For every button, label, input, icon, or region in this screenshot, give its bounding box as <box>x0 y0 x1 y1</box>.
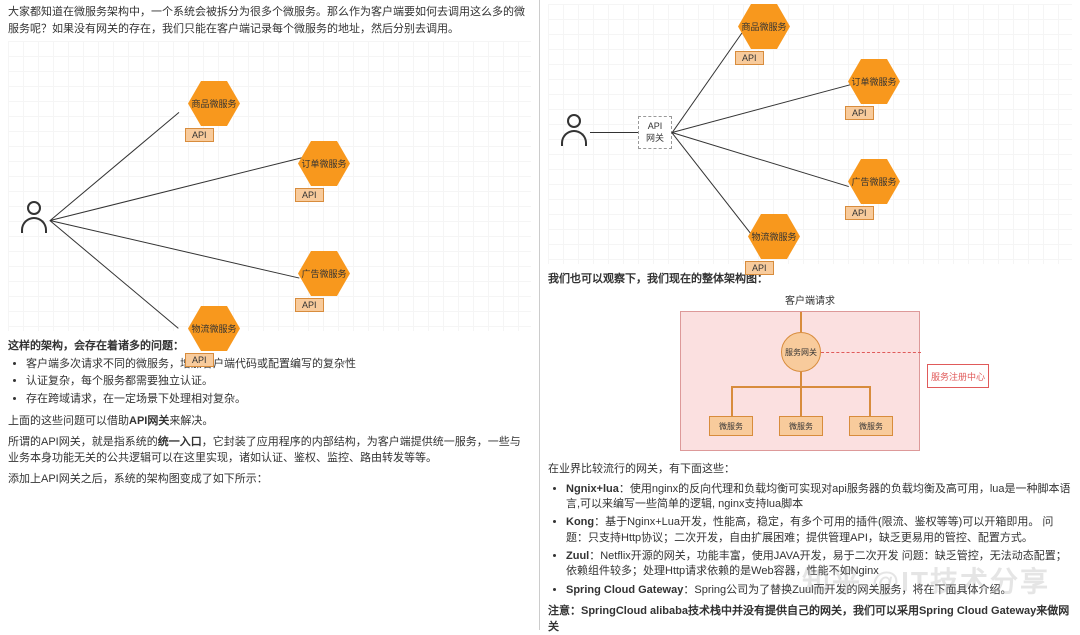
microservice-box: 微服务 <box>709 416 753 436</box>
user-icon <box>18 201 50 239</box>
service-hex: 广告微服务 <box>848 159 900 204</box>
api-tag: API <box>745 261 774 275</box>
api-tag: API <box>735 51 764 65</box>
api-tag: API <box>185 353 214 367</box>
gateways-heading: 在业界比较流行的网关，有下面这些： <box>548 461 1072 478</box>
intro-text: 大家都知道在微服务架构中，一个系统会被拆分为很多个微服务。那么作为客户端要如何去… <box>8 4 531 37</box>
api-tag: API <box>845 106 874 120</box>
architecture-diagram: 客户端请求 服务网关 微服务 微服务 微服务 服务注册中心 <box>660 292 960 451</box>
gateway-box: API网关 <box>638 116 672 149</box>
list-item: 客户端多次请求不同的微服务，增加客户端代码或配置编写的复杂性 <box>26 357 531 372</box>
problems-list: 客户端多次请求不同的微服务，增加客户端代码或配置编写的复杂性 认证复杂，每个服务… <box>26 357 531 407</box>
arch-heading: 我们也可以观察下，我们现在的整体架构图： <box>548 270 1072 286</box>
service-hex: 订单微服务 <box>298 141 350 186</box>
paragraph: 上面的这些问题可以借助API网关来解决。 <box>8 413 531 430</box>
service-hex: 订单微服务 <box>848 59 900 104</box>
problems-heading: 这样的架构，会存在着诸多的问题： <box>8 337 531 353</box>
service-hex: 物流微服务 <box>748 214 800 259</box>
microservice-box: 微服务 <box>779 416 823 436</box>
list-item: Spring Cloud Gateway：Spring公司为了替换Zuul而开发… <box>566 583 1072 598</box>
diagram-with-gateway: API网关 商品微服务 API 订单微服务 API 广告微服务 API 物流微服… <box>548 4 1072 264</box>
gateways-list: Ngnix+lua：使用nginx的反向代理和负载均衡可实现对api服务器的负载… <box>566 482 1072 599</box>
registry-box: 服务注册中心 <box>927 364 989 388</box>
user-icon <box>558 114 590 152</box>
pink-container: 服务网关 微服务 微服务 微服务 服务注册中心 <box>680 311 920 451</box>
gateway-circle: 服务网关 <box>781 332 821 372</box>
list-item: Ngnix+lua：使用nginx的反向代理和负载均衡可实现对api服务器的负载… <box>566 482 1072 513</box>
list-item: 认证复杂，每个服务都需要独立认证。 <box>26 374 531 389</box>
list-item: 存在跨域请求，在一定场景下处理相对复杂。 <box>26 392 531 407</box>
client-label: 客户端请求 <box>660 292 960 307</box>
microservice-box: 微服务 <box>849 416 893 436</box>
service-hex: 商品微服务 <box>738 4 790 49</box>
paragraph: 添加上API网关之后，系统的架构图变成了如下所示： <box>8 471 531 488</box>
list-item: Zuul：Netflix开源的网关，功能丰富，使用JAVA开发，易于二次开发 问… <box>566 549 1072 580</box>
api-tag: API <box>845 206 874 220</box>
note-text: 注意：SpringCloud alibaba技术栈中并没有提供自己的网关，我们可… <box>548 604 1072 635</box>
api-tag: API <box>295 298 324 312</box>
api-tag: API <box>185 128 214 142</box>
service-hex: 广告微服务 <box>298 251 350 296</box>
diagram-no-gateway: 商品微服务 API 订单微服务 API 广告微服务 API 物流微服务 API <box>8 41 531 331</box>
service-hex: 商品微服务 <box>188 81 240 126</box>
api-tag: API <box>295 188 324 202</box>
list-item: Kong：基于Nginx+Lua开发，性能高，稳定，有多个可用的插件(限流、鉴权… <box>566 515 1072 546</box>
paragraph: 所谓的API网关，就是指系统的统一入口，它封装了应用程序的内部结构，为客户端提供… <box>8 434 531 467</box>
